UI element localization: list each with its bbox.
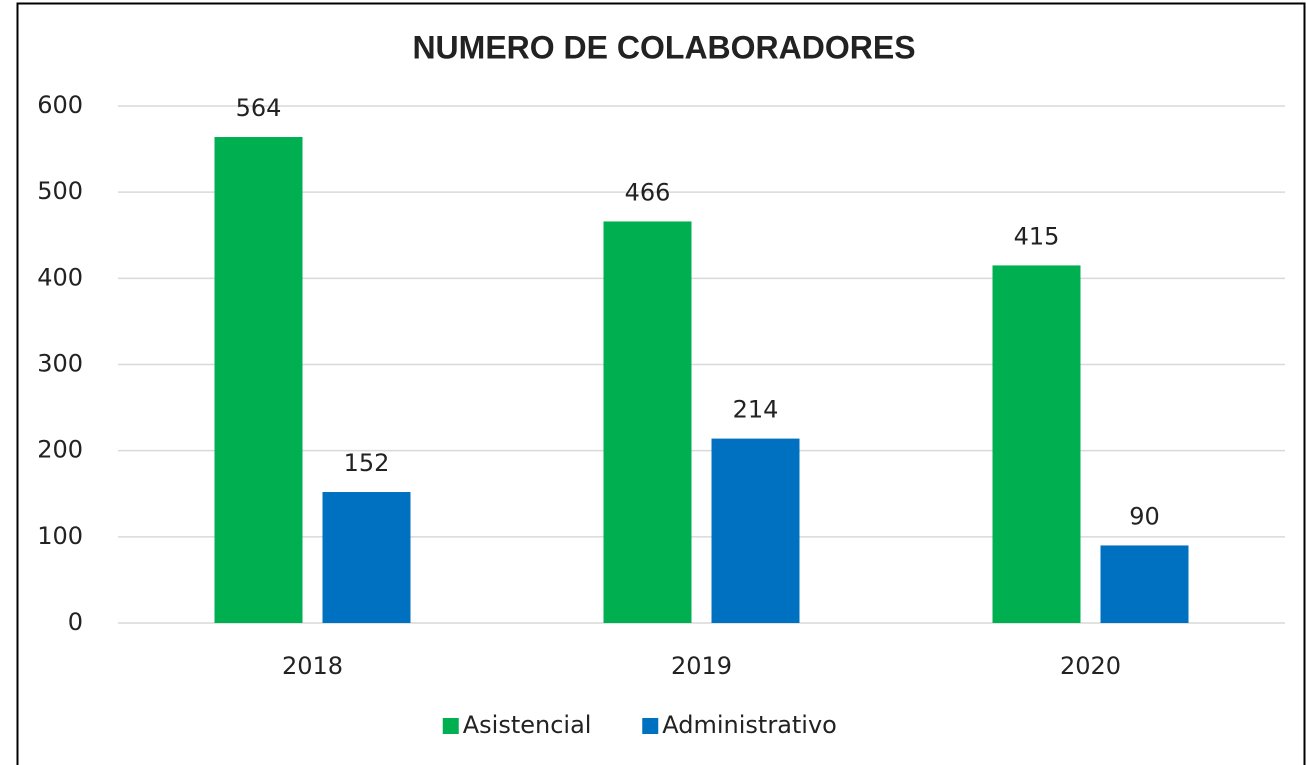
y-tick-label: 500 — [37, 177, 83, 205]
chart-title: NUMERO DE COLABORADORES — [412, 29, 915, 65]
legend-swatch — [642, 718, 659, 734]
bar — [992, 265, 1081, 623]
x-tick-label: 2019 — [671, 652, 732, 680]
y-tick-label: 600 — [37, 91, 83, 119]
y-tick-label: 100 — [37, 522, 83, 550]
legend-swatch — [442, 718, 459, 734]
data-label: 152 — [344, 449, 390, 477]
bar — [322, 492, 411, 623]
bar — [1100, 545, 1189, 623]
x-tick-label: 2020 — [1060, 652, 1121, 680]
data-label: 90 — [1129, 502, 1160, 530]
data-label: 466 — [625, 178, 671, 206]
y-tick-label: 200 — [37, 436, 83, 464]
y-tick-label: 400 — [37, 263, 83, 291]
legend-label: Asistencial — [463, 711, 592, 739]
bar — [214, 137, 303, 623]
bar — [603, 221, 692, 624]
legend-label: Administrativo — [662, 711, 837, 739]
bar — [711, 438, 800, 623]
x-tick-label: 2018 — [282, 652, 343, 680]
data-label: 214 — [733, 396, 779, 424]
data-label: 415 — [1014, 222, 1060, 250]
y-tick-label: 300 — [37, 350, 83, 378]
y-tick-label: 0 — [68, 608, 83, 636]
data-label: 564 — [236, 94, 282, 122]
